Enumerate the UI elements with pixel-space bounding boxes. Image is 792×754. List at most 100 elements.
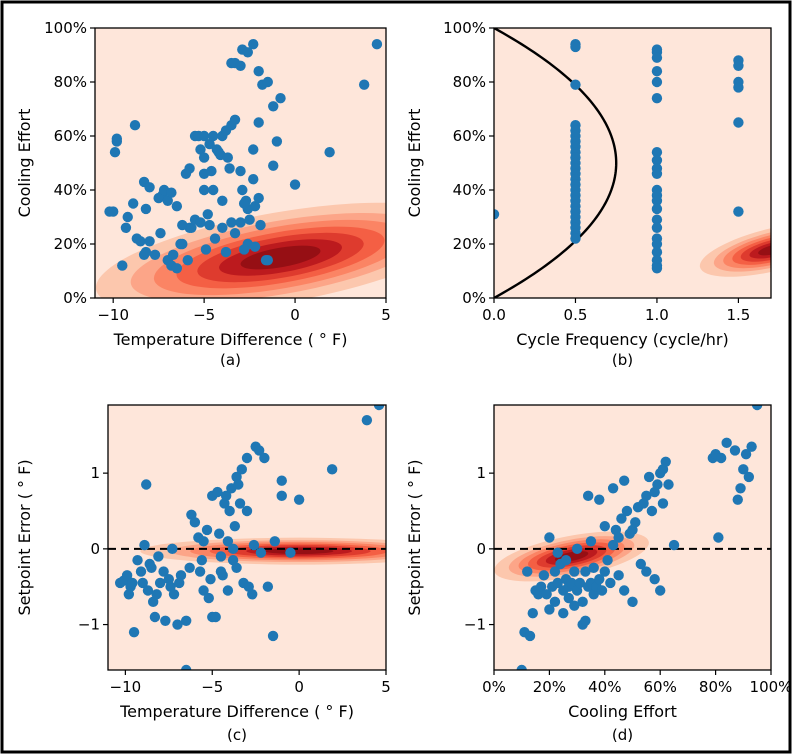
scatter-point [177,238,188,250]
scatter-point [276,490,287,502]
x-tick-label: 0 [290,306,300,324]
x-tick-label: 60% [644,678,677,696]
scatter-point [111,136,123,147]
scatter-point [109,147,121,158]
scatter-point [139,539,150,551]
y-axis-label: Cooling Effort [405,109,424,218]
y-tick-label: 0 [476,540,486,558]
scatter-point [580,566,591,577]
scatter-point [651,238,663,250]
scatter-point [122,211,133,223]
scatter-point [607,483,619,494]
scatter-points [494,39,744,274]
scatter-point [253,117,264,128]
scatter-point [602,555,613,566]
scatter-point [236,464,247,475]
scatter-point [253,192,264,204]
scatter-point [155,228,166,239]
scatter-point [168,589,180,600]
scatter-point [135,236,146,247]
scatter-point [198,536,209,547]
panel-a: −10 −5 0 5 0% 20% 40% 60% 80% 100% Temperature Dif… [15,19,391,369]
scatter-point [544,604,555,615]
y-tick-label: 1 [90,464,100,482]
scatter-point [235,165,246,177]
scatter-point [735,483,746,494]
scatter-point [643,471,655,483]
scatter-point [571,543,583,555]
scatter-point [663,479,674,490]
scatter-point [641,490,652,502]
scatter-point [127,577,138,589]
y-tick-label: −1 [78,616,100,634]
scatter-point [198,130,210,142]
y-tick-label: 80% [453,73,486,91]
scatter-point [214,528,225,539]
scatter-point [563,592,574,604]
y-tick-label: 80% [54,73,87,91]
scatter-point [733,60,744,71]
scatter-point [713,532,724,543]
scatter-point [613,570,624,581]
scatter-point [646,505,658,517]
x-tick-label: 0.0 [482,306,506,324]
scatter-point [180,615,192,626]
scatter-point [255,547,267,558]
scatter-point [527,608,538,619]
scatter-point [660,456,671,467]
scatter-point [599,566,610,577]
scatter-point [242,47,253,58]
scatter-point [651,222,663,233]
scatter-point [137,577,148,589]
x-tick-label: −5 [201,678,223,696]
x-tick-label: 40% [588,678,621,696]
scatter-point [668,539,680,551]
scatter-point [715,452,727,464]
scatter-point [202,209,213,220]
scatter-point [235,60,246,71]
scatter-point [208,184,219,196]
scatter-point [289,179,301,190]
scatter-point [733,206,744,217]
y-axis-label: Cooling Effort [15,109,34,218]
scatter-point [160,615,171,626]
panel-caption: (a) [220,351,241,369]
scatter-point [605,577,616,589]
density-level-7 [240,245,321,270]
x-tick-label: 80% [699,678,732,696]
scatter-point [733,82,744,93]
scatter-point [253,445,265,456]
scatter-point [166,187,177,198]
scatter-point [652,479,663,490]
scatter-point [146,562,157,573]
scatter-point [255,219,266,231]
scatter-point [198,152,210,163]
scatter-point [195,144,206,155]
x-tick-label: 0 [294,678,304,696]
scatter-point [140,203,152,215]
scatter-point [241,452,253,464]
scatter-point [209,233,221,244]
scatter-point [651,93,663,104]
scatter-point [361,414,373,426]
scatter-point [275,93,286,104]
scatter-point [168,249,179,260]
scatter-points [114,405,385,670]
y-tick-label: 100% [443,19,486,37]
x-tick-label: 20% [533,678,566,696]
scatter-point [195,217,206,228]
scatter-point [208,130,219,142]
scatter-point [651,263,663,274]
scatter-point [144,236,155,247]
scatter-point [182,255,193,266]
scatter-point [262,76,273,88]
scatter-point [201,524,213,536]
scatter-point [248,174,259,185]
scatter-point [649,573,660,585]
scatter-point [324,147,335,158]
scatter-point [249,241,261,252]
density-contours [95,202,386,298]
scatter-point [326,464,338,475]
scatter-point [149,611,161,623]
